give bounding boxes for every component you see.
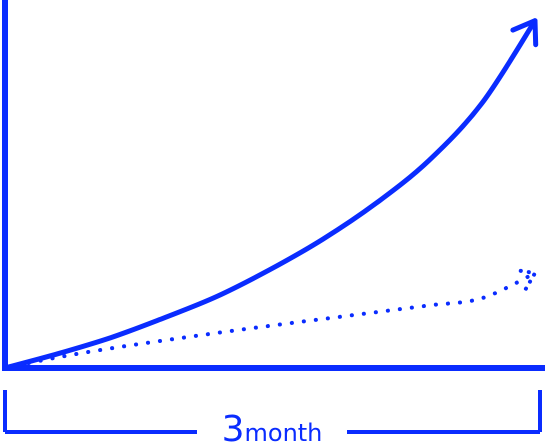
growth-series-line: [2, 18, 538, 371]
growth-series-arrowhead: [510, 18, 539, 48]
duration-unit: month: [245, 419, 323, 445]
baseline-series-line: [3, 271, 537, 370]
duration-bracket: 3month: [3, 390, 542, 445]
duration-label: 3month: [222, 409, 323, 445]
series-layer: [2, 18, 539, 371]
duration-number: 3: [222, 409, 245, 445]
baseline-series-arrowhead: [515, 268, 537, 291]
